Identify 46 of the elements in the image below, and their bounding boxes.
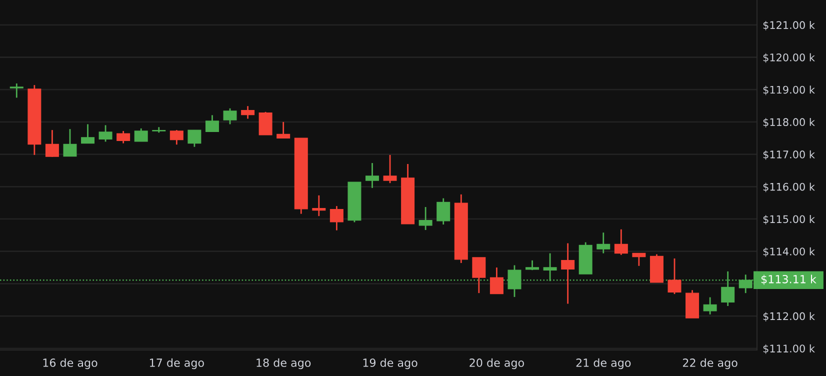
candlestick — [596, 232, 610, 254]
x-tick-label: 19 de ago — [363, 358, 418, 370]
x-tick-label: 17 de ago — [150, 358, 204, 370]
y-tick-label: $112.00 k — [763, 312, 815, 322]
candlestick — [188, 129, 202, 148]
x-tick-label: 22 de ago — [683, 358, 738, 370]
candlestick — [703, 296, 717, 316]
candlestick — [632, 252, 646, 267]
candlestick — [418, 206, 432, 231]
x-tick-label: 16 de ago — [43, 358, 98, 370]
candlestick — [98, 124, 112, 142]
candlestick — [116, 130, 130, 144]
candlestick — [10, 82, 24, 98]
y-tick-label: $119.00 k — [763, 86, 815, 96]
candlestick — [383, 154, 397, 184]
candlestick — [63, 128, 77, 157]
y-tick-label: $118.00 k — [763, 118, 815, 128]
x-tick-label: 18 de ago — [256, 358, 311, 370]
candlestick — [436, 198, 450, 226]
y-tick-label: $121.00 k — [763, 20, 815, 30]
candlestick — [365, 162, 379, 189]
y-tick-label: $111.00 k — [763, 344, 815, 354]
ref-line-label: $113.11 k — [761, 274, 816, 285]
candlestick — [134, 128, 148, 142]
candlestick — [276, 121, 290, 139]
candlestick — [330, 205, 344, 232]
candlestick — [668, 258, 682, 295]
candlestick — [223, 108, 237, 125]
candlestick — [170, 129, 184, 146]
y-tick-label: $114.00 k — [763, 247, 815, 257]
x-tick-label: 20 de ago — [470, 358, 524, 370]
candlestick — [472, 256, 486, 294]
candlestick — [614, 228, 628, 256]
candlestick — [258, 111, 272, 136]
candlestick — [561, 242, 575, 304]
candlestick — [81, 124, 95, 144]
y-tick-label: $117.00 k — [763, 150, 815, 160]
y-tick-label: $115.00 k — [763, 215, 815, 224]
x-tick-label: 21 de ago — [576, 358, 631, 370]
candlestick — [312, 194, 326, 217]
candlestick — [490, 266, 504, 294]
candlestick — [45, 129, 59, 158]
y-tick-label: $120.00 k — [763, 53, 815, 63]
candlestick — [205, 114, 219, 132]
y-tick-label: $116.00 k — [763, 182, 815, 192]
candlestick — [241, 105, 255, 120]
